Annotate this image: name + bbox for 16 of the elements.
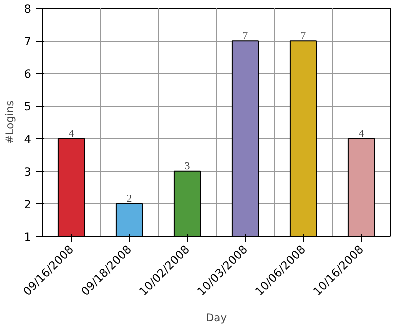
data-label: 4 xyxy=(68,128,75,140)
y-tick-label: 6 xyxy=(24,67,32,82)
y-tick-label: 1 xyxy=(24,230,32,244)
data-label: 7 xyxy=(242,31,249,42)
y-tick-label: 4 xyxy=(24,132,32,146)
data-label: 7 xyxy=(300,31,307,42)
y-tick-label: 8 xyxy=(24,2,32,16)
data-label: 3 xyxy=(184,161,190,172)
y-tick-label: 7 xyxy=(24,34,32,49)
data-label: 2 xyxy=(126,194,132,205)
y-tick-label: 5 xyxy=(24,100,32,114)
y-tick-label: 3 xyxy=(24,164,32,179)
y-tick-label: 2 xyxy=(24,197,32,212)
y-axis-title: #Logins xyxy=(3,100,16,144)
data-label: 4 xyxy=(358,128,365,140)
x-axis-title: Day xyxy=(206,312,228,325)
